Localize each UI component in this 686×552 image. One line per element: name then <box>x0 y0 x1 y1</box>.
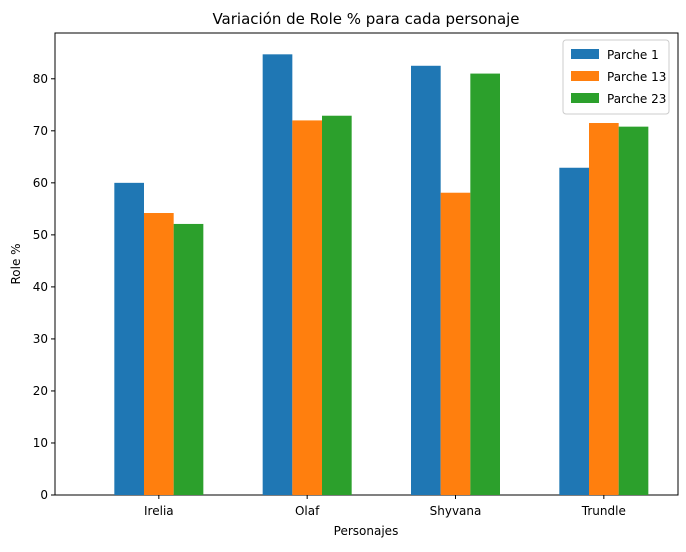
bar-shyvana-series-3 <box>470 73 500 495</box>
legend-label: Parche 13 <box>607 70 666 84</box>
bars-group <box>114 54 649 496</box>
y-tick-label: 60 <box>33 176 48 190</box>
plot-area <box>54 32 679 496</box>
x-axis: Irelia Olaf Shyvana Trundle <box>144 495 626 518</box>
bar-shyvana-series-2 <box>440 192 471 495</box>
bar-shyvana-series-1 <box>411 65 441 495</box>
x-tick-label: Shyvana <box>430 504 482 518</box>
legend-swatch <box>571 71 599 81</box>
y-axis-label: Role % <box>9 243 23 284</box>
x-tick-label: Olaf <box>295 504 320 518</box>
bar-olaf-series-1 <box>262 54 293 495</box>
y-tick-label: 50 <box>33 228 48 242</box>
x-tick-label: Trundle <box>581 504 626 518</box>
bar-trundle-series-3 <box>618 126 649 496</box>
x-axis-label: Personajes <box>334 524 399 538</box>
legend-label: Parche 23 <box>607 92 666 106</box>
bar-trundle-series-2 <box>589 123 619 495</box>
y-tick-label: 30 <box>33 332 48 346</box>
legend-swatch <box>571 93 599 103</box>
y-axis: 0 10 20 30 40 50 60 70 80 <box>33 72 55 502</box>
legend: Parche 1 Parche 13 Parche 23 <box>562 39 670 115</box>
bar-irelia-series-3 <box>173 223 204 495</box>
bar-trundle-series-1 <box>559 167 589 495</box>
bar-irelia-series-2 <box>144 213 174 495</box>
legend-label: Parche 1 <box>607 48 659 62</box>
bar-olaf-series-2 <box>292 120 322 495</box>
y-tick-label: 10 <box>33 436 48 450</box>
y-tick-label: 80 <box>33 72 48 86</box>
bar-olaf-series-3 <box>322 115 352 495</box>
x-tick-label: Irelia <box>144 504 174 518</box>
bar-irelia-series-1 <box>114 182 144 495</box>
plot-frame <box>54 32 679 496</box>
chart-title: Variación de Role % para cada personaje <box>212 10 519 28</box>
y-tick-label: 20 <box>33 384 48 398</box>
y-tick-label: 40 <box>33 280 48 294</box>
legend-swatch <box>571 49 599 59</box>
y-tick-label: 70 <box>33 124 48 138</box>
y-tick-label: 0 <box>40 488 48 502</box>
